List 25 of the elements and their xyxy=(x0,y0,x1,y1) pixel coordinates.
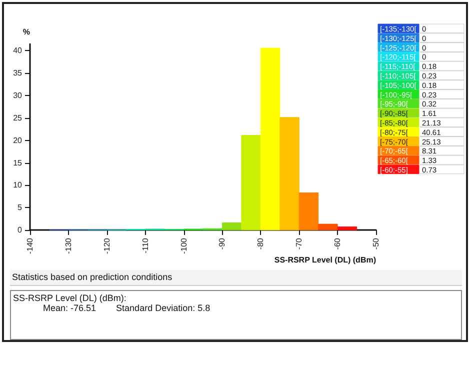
text: Mean: -76.51 xyxy=(43,303,96,313)
x-tick-label: -110 xyxy=(140,237,150,254)
y-tick-label: 0 xyxy=(18,226,23,234)
x-tick-label: -70 xyxy=(294,237,304,250)
x-tick-label: -120 xyxy=(102,237,112,254)
y-tick-label: 40 xyxy=(13,46,23,56)
x-tick-label: -100 xyxy=(179,237,188,254)
y-tick-label: 5 xyxy=(18,203,23,212)
text: Statistics based on prediction conditions xyxy=(10,270,462,286)
y-tick-label: 35 xyxy=(13,68,23,78)
x-axis-title: SS-RSRP Level (DL) (dBm) xyxy=(274,256,376,264)
x-tick-label: -50 xyxy=(372,237,380,250)
x-tick-label: -90 xyxy=(218,237,227,250)
x-tick-label: -140 xyxy=(26,237,34,254)
text: Standard Deviation: 5.8 xyxy=(115,303,210,313)
y-tick-label: 10 xyxy=(13,180,23,190)
y-axis-title: % xyxy=(22,28,30,36)
y-tick-label: 20 xyxy=(13,136,23,145)
x-tick-label: -60 xyxy=(333,237,342,250)
y-tick-label: 15 xyxy=(13,158,23,168)
y-tick-label: 30 xyxy=(13,91,23,100)
y-tick-label: 25 xyxy=(13,113,23,122)
x-tick-label: -80 xyxy=(256,237,266,250)
x-tick-label: -130 xyxy=(64,237,73,254)
text: SS-RSRP Level (DL) (dBm): xyxy=(13,293,128,303)
